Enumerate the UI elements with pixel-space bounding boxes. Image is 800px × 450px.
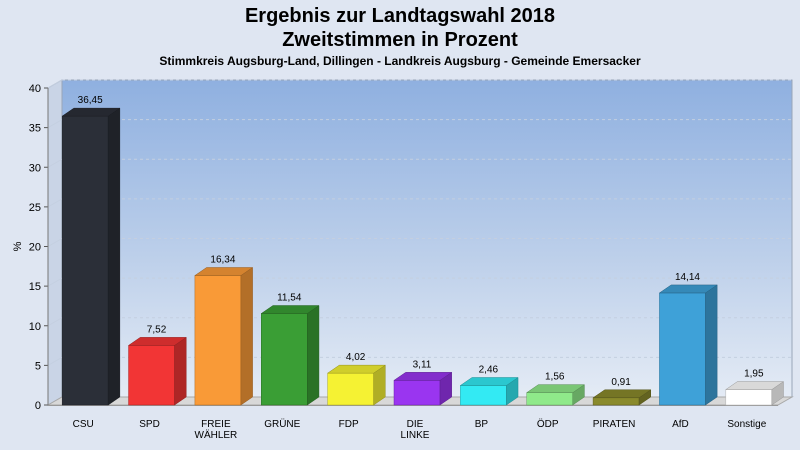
x-tick-label: PIRATEN — [593, 419, 636, 430]
bar-front — [261, 313, 308, 406]
x-tick-label-line: AfD — [672, 419, 689, 430]
bar-front — [194, 275, 242, 406]
y-tick-label: 25 — [29, 202, 41, 214]
x-tick-label: AfD — [672, 419, 689, 430]
bar-top — [127, 337, 188, 346]
bar-front — [659, 292, 706, 406]
grid-line-side — [47, 198, 63, 208]
bar-top — [194, 267, 254, 276]
bar-value-label: 3,11 — [413, 359, 432, 370]
plot-floor-edge — [48, 405, 778, 406]
x-tick-label-line: GRÜNE — [264, 418, 300, 430]
bar-value-label: 16,34 — [210, 255, 235, 266]
x-tick-label-line: CSU — [73, 419, 94, 430]
grid-line-side — [47, 119, 63, 129]
x-tick-label-line: BP — [475, 419, 489, 430]
bar-value-label: 11,54 — [277, 293, 302, 304]
x-tick-label-line: FREIE — [201, 419, 231, 430]
bar-value-label: 0,91 — [611, 377, 631, 388]
y-tick-label: 40 — [29, 83, 41, 95]
grid-line-side — [47, 158, 63, 168]
chart-title: Ergebnis zur Landtagswahl 2018 — [244, 5, 556, 27]
grid-line-side — [47, 356, 63, 366]
bar-5 — [393, 371, 453, 406]
bar-front — [460, 385, 507, 406]
bar-6 — [459, 377, 519, 406]
bar-value-label: 2,46 — [479, 365, 499, 376]
bar-value-label: 4,02 — [346, 352, 366, 363]
bar-front — [327, 372, 374, 406]
x-tick-label: Sonstige — [727, 419, 766, 430]
y-axis-title: % — [12, 241, 24, 251]
x-tick-label: DIE LINKE — [401, 419, 430, 441]
x-tick-label-line: Sonstige — [727, 419, 766, 430]
y-tick-label: 30 — [29, 162, 41, 174]
bar-side — [240, 267, 253, 406]
x-tick-label: BP — [475, 419, 489, 430]
bar-front — [592, 397, 640, 406]
x-tick-label-line: SPD — [139, 419, 160, 430]
bar-top — [326, 364, 387, 374]
bar-1 — [127, 336, 188, 406]
x-tick-label: FREIE WÄHLER — [195, 419, 238, 441]
bar-side — [307, 305, 320, 406]
x-tick-label-line: ÖDP — [537, 418, 559, 430]
bar-top — [260, 305, 320, 314]
bar-value-label: 14,14 — [675, 272, 700, 283]
x-tick-label-line: DIE — [407, 419, 424, 430]
bar-top — [525, 384, 586, 393]
bar-value-label: 36,45 — [78, 95, 103, 106]
x-tick-label: SPD — [139, 419, 160, 430]
bar-0 — [61, 107, 121, 406]
bar-top — [658, 284, 718, 294]
bar-front — [725, 389, 773, 406]
grid-line-side — [47, 238, 63, 247]
chart-subtitle-line: Zweitstimmen in Prozent — [282, 29, 518, 51]
bar-top — [459, 377, 519, 386]
bar-4 — [326, 364, 387, 406]
x-tick-label-line: PIRATEN — [593, 419, 636, 430]
bar-8 — [592, 389, 652, 406]
bar-top — [61, 107, 121, 117]
x-tick-label: FDP — [339, 419, 359, 430]
y-tick-label: 15 — [29, 281, 41, 293]
bar-top — [393, 372, 453, 381]
y-tick-label: 5 — [35, 360, 41, 372]
y-tick-label: 35 — [29, 123, 41, 135]
y-tick-label: 20 — [29, 242, 41, 254]
bar-7 — [525, 384, 586, 406]
bar-10 — [725, 381, 785, 406]
bar-front — [526, 392, 573, 406]
y-tick-label: 0 — [35, 400, 41, 412]
x-tick-label: CSU — [73, 419, 94, 430]
x-tick-label-line: FDP — [339, 419, 359, 430]
grid-line-side — [47, 317, 63, 327]
bar-value-label: 1,95 — [744, 369, 764, 380]
bar-9 — [658, 284, 718, 406]
bar-value-label: 7,52 — [147, 324, 167, 335]
x-tick-label: ÖDP — [537, 418, 559, 430]
bar-3 — [260, 305, 320, 406]
bar-value-label: 1,56 — [545, 372, 565, 383]
chart-subtitle: Stimmkreis Augsburg-Land, Dillingen - La… — [159, 54, 641, 68]
bar-front — [61, 115, 109, 406]
bar-side — [107, 107, 121, 406]
bar-top — [592, 389, 652, 399]
x-tick-label-line: LINKE — [401, 430, 430, 441]
bar-side — [705, 284, 718, 406]
bar-2 — [194, 267, 254, 406]
x-tick-label: GRÜNE — [264, 418, 300, 430]
y-tick-label: 10 — [29, 321, 41, 333]
x-tick-label-line: WÄHLER — [195, 429, 238, 441]
bar-side — [174, 336, 187, 406]
bar-top — [725, 381, 785, 390]
bar-front — [128, 345, 175, 406]
bar-front — [393, 380, 441, 406]
grid-line-side — [47, 277, 63, 287]
grid-line-side — [47, 79, 63, 89]
